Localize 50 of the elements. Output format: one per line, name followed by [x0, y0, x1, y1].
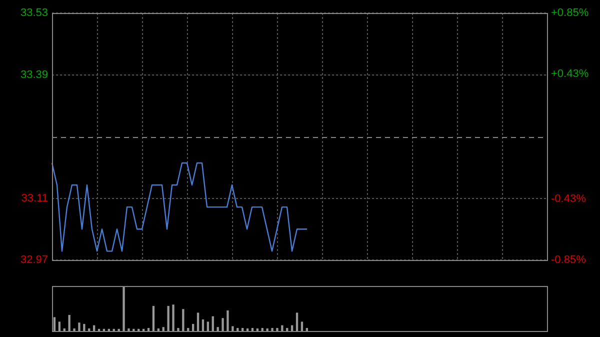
bar — [246, 328, 249, 331]
bar — [78, 322, 80, 331]
bar — [177, 328, 180, 331]
bar — [162, 327, 164, 331]
bar — [147, 328, 150, 331]
bar — [232, 326, 234, 331]
bar — [73, 328, 76, 331]
bar — [172, 304, 174, 331]
bar — [226, 310, 229, 331]
bar — [261, 328, 264, 331]
bar — [256, 328, 259, 331]
bar — [58, 322, 61, 331]
bar — [281, 325, 284, 331]
bar — [296, 312, 298, 331]
bar — [266, 328, 268, 331]
bar — [202, 319, 204, 331]
bar — [206, 322, 210, 331]
bar — [187, 328, 190, 331]
bar — [241, 328, 244, 331]
bar — [83, 324, 86, 331]
bar — [251, 328, 254, 331]
bar — [63, 328, 66, 331]
y-tick-label: 33.53 — [20, 7, 48, 20]
bar — [88, 328, 90, 331]
y2-tick-label: -0.85% — [551, 254, 586, 266]
bar — [236, 328, 239, 331]
bar — [196, 312, 200, 331]
bar — [53, 317, 56, 331]
bar — [300, 322, 304, 331]
bar — [306, 328, 308, 331]
bar — [192, 324, 194, 331]
bar — [152, 306, 155, 331]
bar — [286, 328, 288, 331]
bar — [182, 309, 184, 331]
y2-tick-label: -0.43% — [551, 193, 586, 206]
bar — [216, 327, 219, 331]
y-tick-label: 32.97 — [20, 254, 48, 266]
bar — [212, 316, 214, 331]
bar — [157, 328, 160, 331]
bar — [271, 328, 274, 331]
y2-tick-label: +0.43% — [551, 68, 589, 80]
y2-tick-label: +0.85% — [551, 7, 589, 20]
bar — [122, 286, 125, 331]
bar — [222, 318, 224, 331]
bar — [276, 328, 278, 331]
bar — [128, 328, 130, 331]
bar — [167, 306, 170, 331]
y-tick-label: 33.11 — [21, 192, 48, 204]
y-tick-label: 33.39 — [20, 68, 48, 81]
bar — [68, 314, 70, 331]
